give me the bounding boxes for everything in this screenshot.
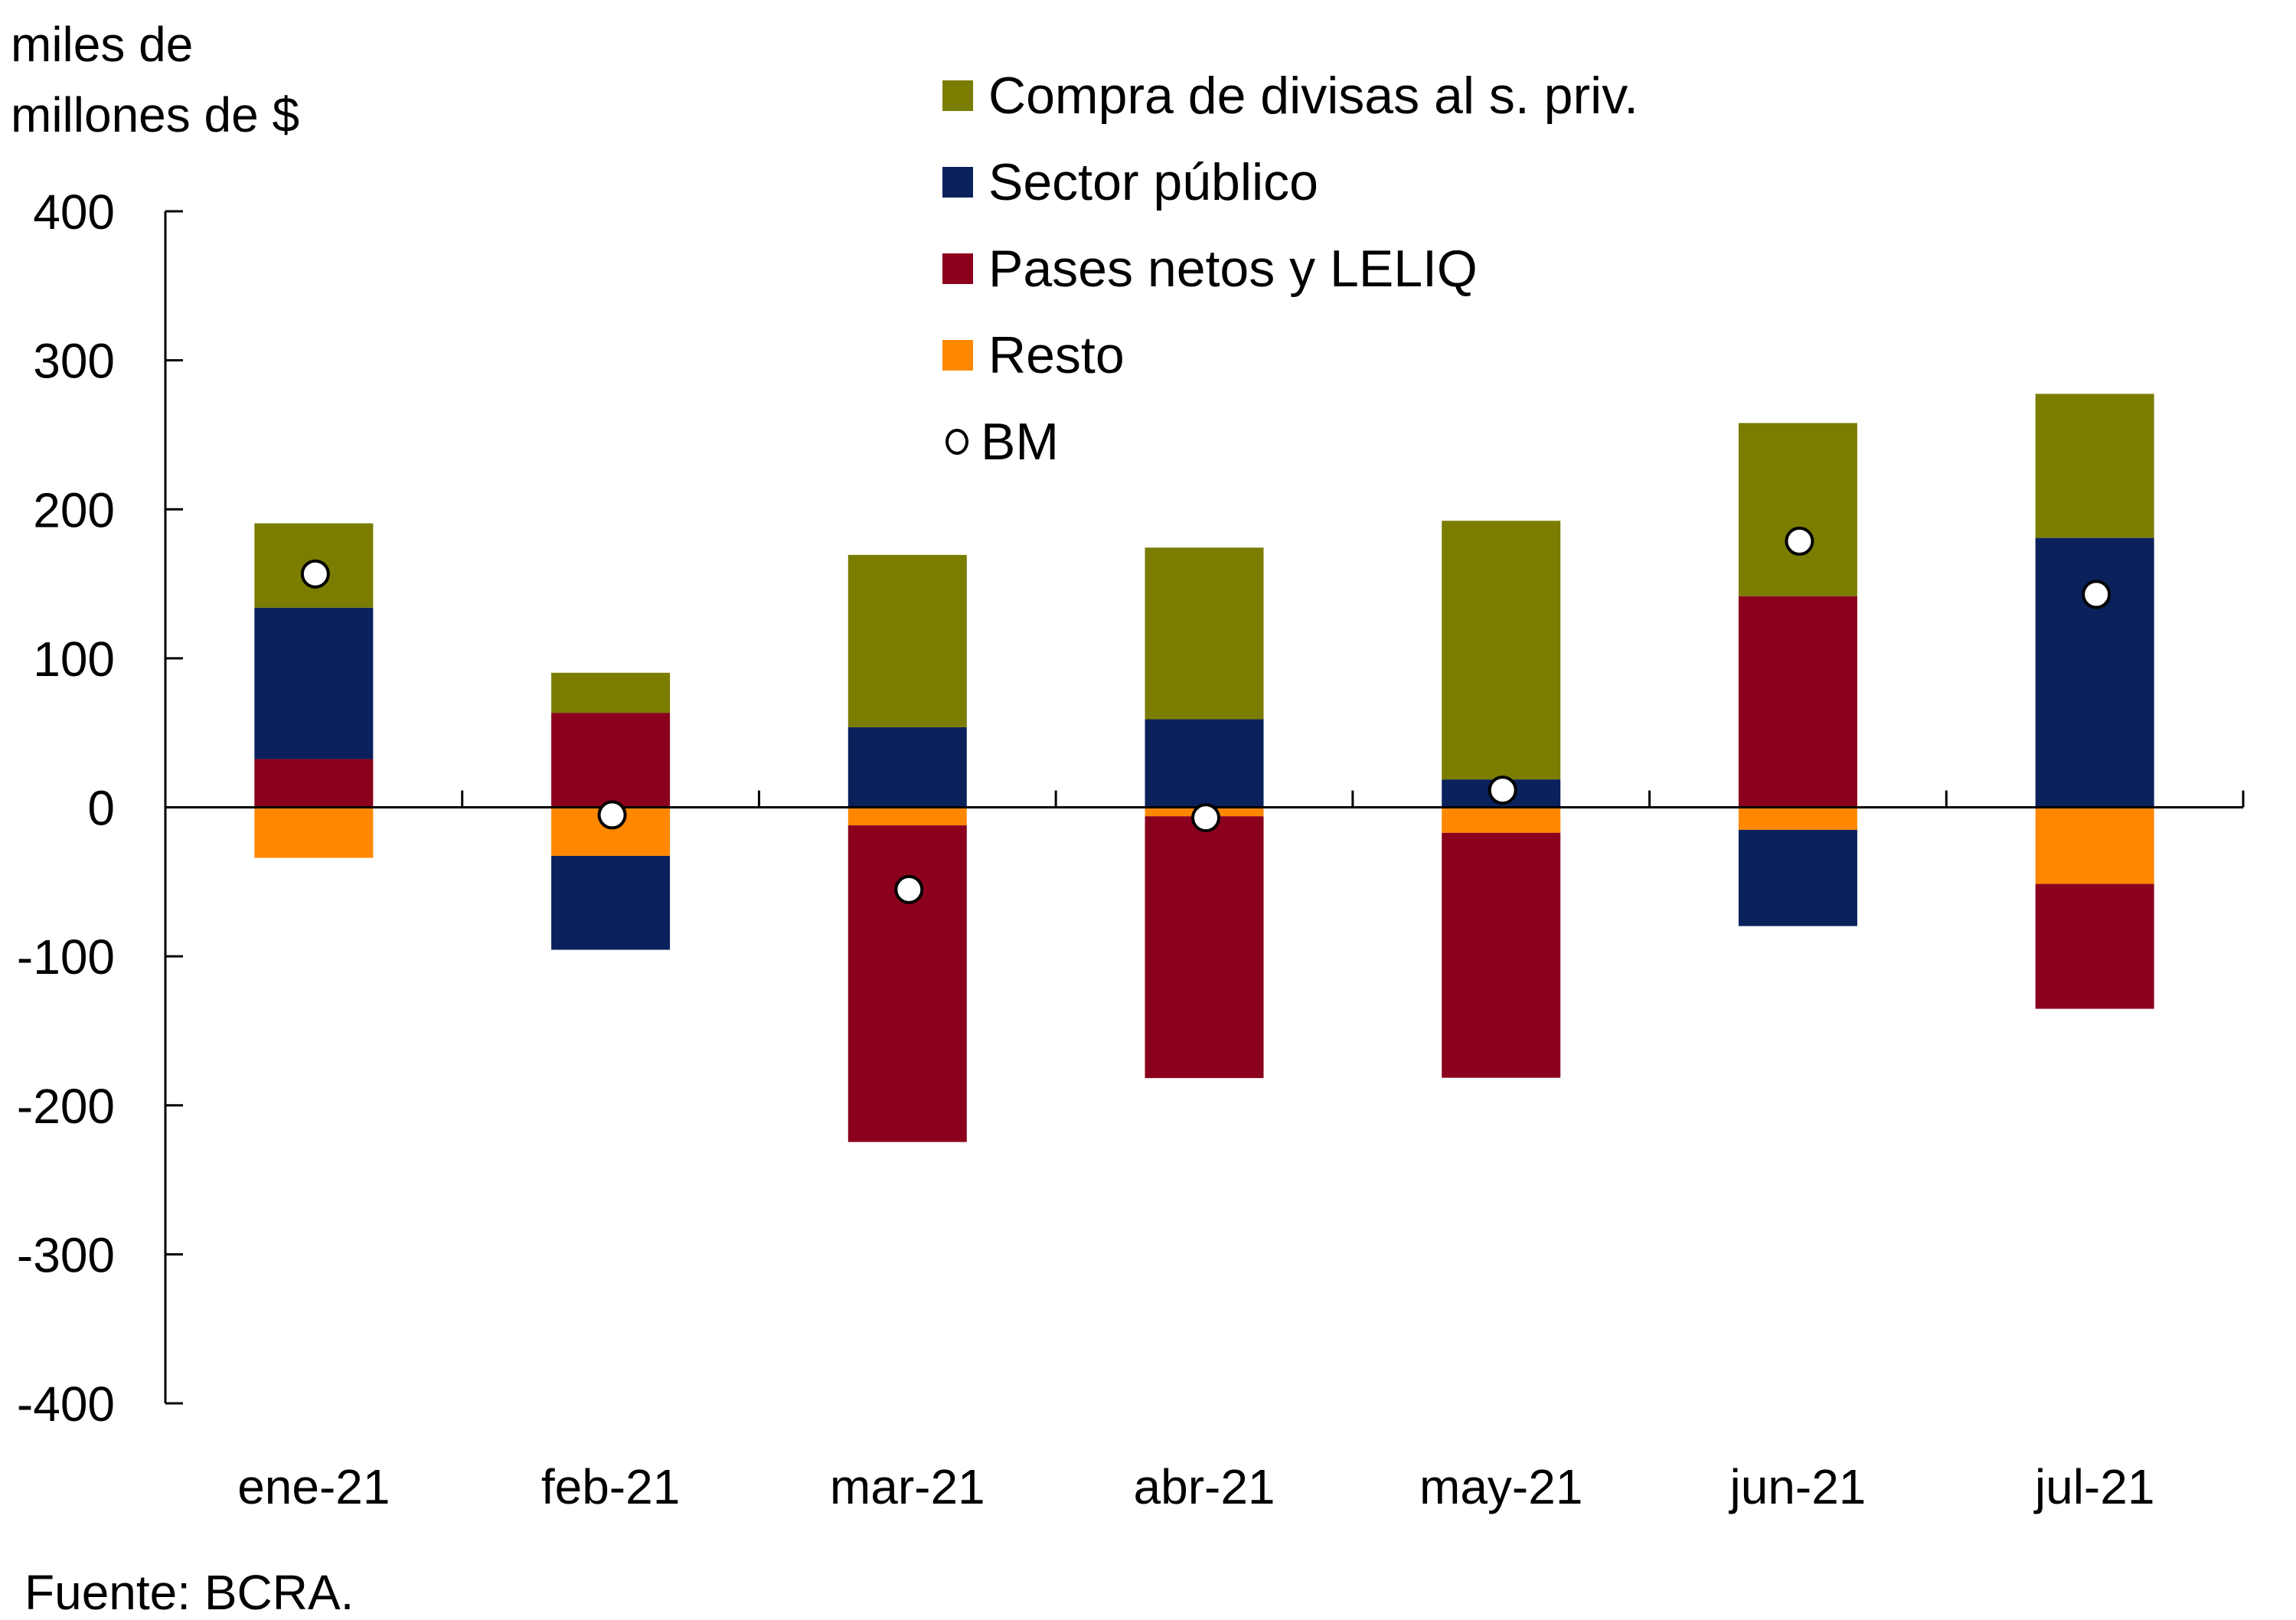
y-axis-unit-label-line2: millones de $ [11, 87, 300, 142]
bm-marker-jun-21 [1785, 526, 1814, 556]
legend-circle-marker-icon [946, 429, 968, 455]
bar-segment-pases-netos-y-leliq-mar-21 [848, 825, 967, 1142]
x-tick-label-feb-21: feb-21 [541, 1459, 680, 1514]
bar-segment-pases-netos-y-leliq-may-21 [1442, 832, 1561, 1078]
bar-segment-pases-netos-y-leliq-abr-21 [1145, 816, 1264, 1079]
legend-label: Pases netos y LELIQ [988, 240, 1478, 298]
bm-marker-mar-21 [894, 874, 924, 904]
legend-item-pases-netos-y-leliq: Pases netos y LELIQ [942, 240, 1478, 297]
y-tick-label: 100 [33, 632, 115, 687]
y-tick-labels: 400 300 200 100 0 -100 -200 -300 -400 [17, 185, 115, 1432]
bar-segment-resto-jul-21 [2035, 807, 2154, 884]
bm-marker-feb-21 [597, 800, 627, 830]
x-tick-label-ene-21: ene-21 [237, 1459, 390, 1514]
legend-label: Resto [988, 326, 1125, 384]
bar-segment-pases-netos-y-leliq-ene-21 [254, 759, 374, 808]
bar-segment-sector-publico-ene-21 [254, 607, 374, 759]
bar-segment-compra-de-divisas-al-s-priv-jul-21 [2035, 394, 2154, 538]
bar-segment-sector-publico-mar-21 [848, 727, 967, 808]
legend-item-resto: Resto [942, 327, 1125, 384]
bm-marker-may-21 [1488, 776, 1517, 805]
bm-marker-jul-21 [2082, 580, 2111, 609]
x-tick-label-jul-21: jul-21 [2033, 1459, 2155, 1514]
y-tick-label: -100 [17, 929, 115, 985]
bar-segment-resto-ene-21 [254, 807, 374, 858]
bm-markers-layer [300, 526, 2111, 904]
y-axis-unit-label-line1: miles de [11, 17, 194, 72]
legend-swatch-resto [942, 340, 973, 371]
legend-item-bm: BM [942, 413, 1059, 470]
bar-segment-sector-publico-jun-21 [1738, 829, 1857, 926]
bar-segment-pases-netos-y-leliq-feb-21 [551, 713, 671, 808]
bar-segment-resto-mar-21 [848, 807, 967, 826]
bar-segment-compra-de-divisas-al-s-priv-mar-21 [848, 554, 967, 727]
bar-segment-sector-publico-feb-21 [551, 855, 671, 950]
bar-segment-resto-jun-21 [1738, 807, 1857, 830]
bar-segment-sector-publico-abr-21 [1145, 719, 1264, 808]
legend-item-sector-publico: Sector público [942, 154, 1318, 211]
x-tick-label-abr-21: abr-21 [1134, 1459, 1275, 1514]
bar-segment-pases-netos-y-leliq-jun-21 [1738, 596, 1857, 808]
legend-swatch-sector-publico [942, 167, 973, 198]
bar-segment-compra-de-divisas-al-s-priv-may-21 [1442, 521, 1561, 780]
bar-segment-compra-de-divisas-al-s-priv-abr-21 [1145, 547, 1264, 720]
legend-swatch-compra-de-divisas-al-s-priv [942, 80, 973, 111]
legend-label: BM [981, 413, 1059, 471]
y-tick-label: -300 [17, 1227, 115, 1282]
legend-swatch-pases-netos-y-leliq [942, 253, 973, 284]
source-note: Fuente: BCRA. [24, 1565, 354, 1620]
bar-segment-sector-publico-jul-21 [2035, 537, 2154, 808]
y-tick-label: 400 [33, 185, 115, 240]
x-tick-label-may-21: may-21 [1419, 1459, 1582, 1514]
bar-segment-pases-netos-y-leliq-jul-21 [2035, 883, 2154, 1009]
bar-segment-compra-de-divisas-al-s-priv-feb-21 [551, 672, 671, 714]
bar-segment-resto-may-21 [1442, 807, 1561, 833]
x-tick-label-jun-21: jun-21 [1728, 1459, 1866, 1514]
x-tick-labels: ene-21 feb-21 mar-21 abr-21 may-21 jun-21 jul-… [237, 1459, 2154, 1514]
y-tick-label: -200 [17, 1079, 115, 1134]
bm-marker-abr-21 [1191, 803, 1220, 833]
y-tick-label: -400 [17, 1377, 115, 1432]
legend-label: Compra de divisas al s. priv. [988, 67, 1639, 125]
y-tick-label: 300 [33, 334, 115, 389]
bar-segment-compra-de-divisas-al-s-priv-jun-21 [1738, 423, 1857, 596]
y-tick-label: 0 [87, 781, 115, 836]
bm-marker-ene-21 [300, 559, 330, 589]
y-tick-label: 200 [33, 482, 115, 537]
legend-item-compra-de-divisas-al-s-priv: Compra de divisas al s. priv. [942, 67, 1638, 124]
legend-label: Sector público [988, 153, 1318, 211]
bars-layer [254, 394, 2154, 1142]
x-tick-label-mar-21: mar-21 [830, 1459, 985, 1514]
